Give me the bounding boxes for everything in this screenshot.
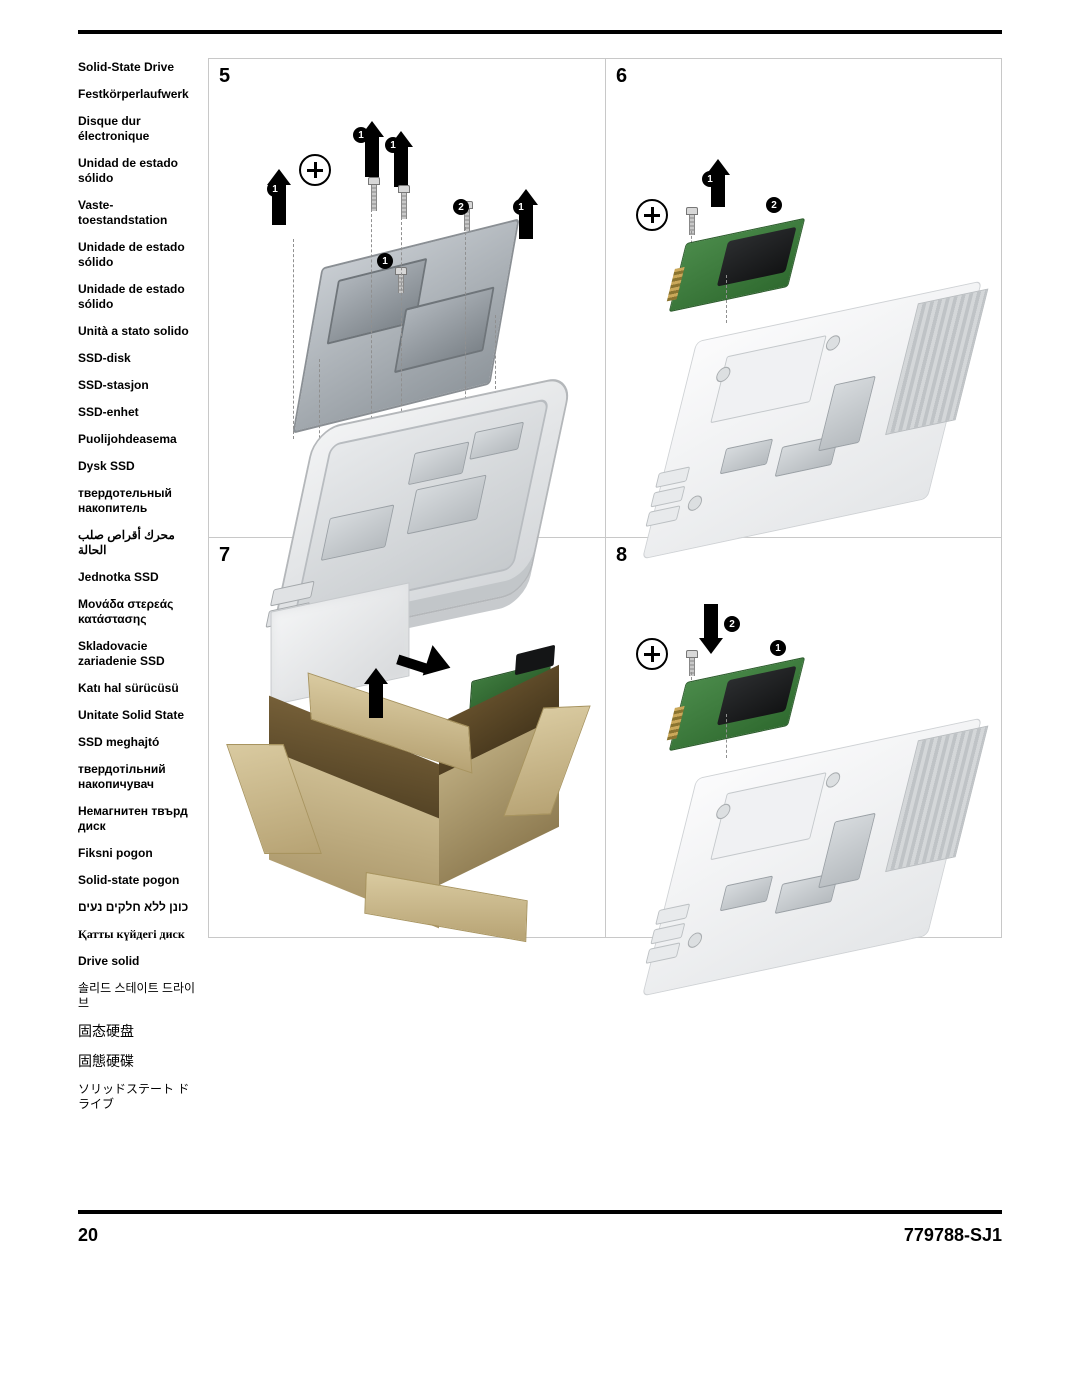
callout-badge: 1 bbox=[702, 171, 718, 187]
motherboard bbox=[642, 281, 982, 560]
guide-line bbox=[726, 714, 727, 758]
bottom-rule bbox=[78, 1210, 1002, 1214]
sidebar-item: твердотільний накопичувач bbox=[78, 762, 198, 792]
guide-line bbox=[293, 239, 294, 439]
callout-badge: 1 bbox=[770, 640, 786, 656]
arrow-right-icon bbox=[427, 648, 451, 680]
sidebar-item: Drive solid bbox=[78, 954, 198, 969]
sidebar-item: ソリッドステート ドライブ bbox=[78, 1082, 198, 1112]
phillips-icon bbox=[636, 638, 668, 670]
arrow-down-icon bbox=[704, 604, 718, 638]
sidebar-item: SSD-stasjon bbox=[78, 378, 198, 393]
phillips-icon bbox=[299, 154, 331, 186]
panel-7: 7 bbox=[209, 538, 605, 937]
callout-badge: 2 bbox=[766, 197, 782, 213]
sidebar-item: 솔리드 스테이트 드라이브 bbox=[78, 981, 198, 1011]
sidebar-item: Solid-State Drive bbox=[78, 60, 198, 75]
sidebar-item: Μονάδα στερεάς κατάστασης bbox=[78, 597, 198, 627]
sidebar-item: Dysk SSD bbox=[78, 459, 198, 474]
panel-5-illustration: 1 1 1 1 2 1 bbox=[209, 59, 605, 537]
term-sidebar: Solid-State Drive Festkörperlaufwerk Dis… bbox=[78, 60, 198, 1124]
motherboard bbox=[642, 718, 982, 997]
sidebar-item: твердотельный накопитель bbox=[78, 486, 198, 516]
sidebar-item: Vaste-toestandstation bbox=[78, 198, 198, 228]
sidebar-item: Unitate Solid State bbox=[78, 708, 198, 723]
panel-grid: 5 1 1 1 1 2 bbox=[208, 58, 1002, 938]
screw-icon bbox=[398, 185, 408, 219]
page: Solid-State Drive Festkörperlaufwerk Dis… bbox=[78, 30, 1002, 1360]
panel-8-illustration: 2 1 bbox=[606, 538, 1002, 937]
sidebar-item: محرك أقراص صلب الحالة bbox=[78, 528, 198, 558]
sidebar-item: Jednotka SSD bbox=[78, 570, 198, 585]
guide-line bbox=[726, 275, 727, 323]
panel-5: 5 1 1 1 1 2 bbox=[209, 59, 605, 537]
sidebar-item: Unidade de estado sólido bbox=[78, 240, 198, 270]
sidebar-item: Unidade de estado sólido bbox=[78, 282, 198, 312]
sidebar-item: SSD meghajtó bbox=[78, 735, 198, 750]
phillips-icon bbox=[636, 199, 668, 231]
screw-icon bbox=[368, 177, 378, 211]
sidebar-item: Katı hal sürücüsü bbox=[78, 681, 198, 696]
sidebar-item: Solid-state pogon bbox=[78, 873, 198, 888]
sidebar-item: כונן ללא חלקים נעים bbox=[78, 900, 198, 915]
sidebar-item: 固態硬碟 bbox=[78, 1053, 198, 1071]
callout-badge: 1 bbox=[513, 199, 529, 215]
callout-badge: 2 bbox=[724, 616, 740, 632]
callout-badge: 1 bbox=[353, 127, 369, 143]
callout-badge: 1 bbox=[385, 137, 401, 153]
panel-7-illustration bbox=[209, 538, 605, 937]
sidebar-item: Skladovacie zariadenie SSD bbox=[78, 639, 198, 669]
sidebar-item: Festkörperlaufwerk bbox=[78, 87, 198, 102]
arrow-up-icon bbox=[369, 668, 383, 718]
sidebar-item: Puolijohdeasema bbox=[78, 432, 198, 447]
sidebar-item: Unità a stato solido bbox=[78, 324, 198, 339]
callout-badge: 1 bbox=[267, 181, 283, 197]
sidebar-item: Қатты күйдегі диск bbox=[78, 927, 198, 942]
sidebar-item: SSD-disk bbox=[78, 351, 198, 366]
doc-code: 779788-SJ1 bbox=[904, 1225, 1002, 1246]
screw-icon bbox=[395, 267, 405, 293]
top-rule bbox=[78, 30, 1002, 34]
sidebar-item: 固态硬盘 bbox=[78, 1023, 198, 1041]
callout-badge: 2 bbox=[453, 199, 469, 215]
arrow-up-icon bbox=[272, 169, 286, 225]
callout-badge: 1 bbox=[377, 253, 393, 269]
sidebar-item: Unidad de estado sólido bbox=[78, 156, 198, 186]
sidebar-item: SSD-enhet bbox=[78, 405, 198, 420]
panel-6-illustration: 1 2 bbox=[606, 59, 1002, 537]
page-number: 20 bbox=[78, 1225, 98, 1246]
sidebar-item: Disque dur électronique bbox=[78, 114, 198, 144]
panel-6: 6 1 2 bbox=[606, 59, 1002, 537]
sidebar-item: Fiksni pogon bbox=[78, 846, 198, 861]
guide-line bbox=[371, 209, 372, 439]
panel-8: 8 2 1 bbox=[606, 538, 1002, 937]
sidebar-item: Немагнитен твърд диск bbox=[78, 804, 198, 834]
